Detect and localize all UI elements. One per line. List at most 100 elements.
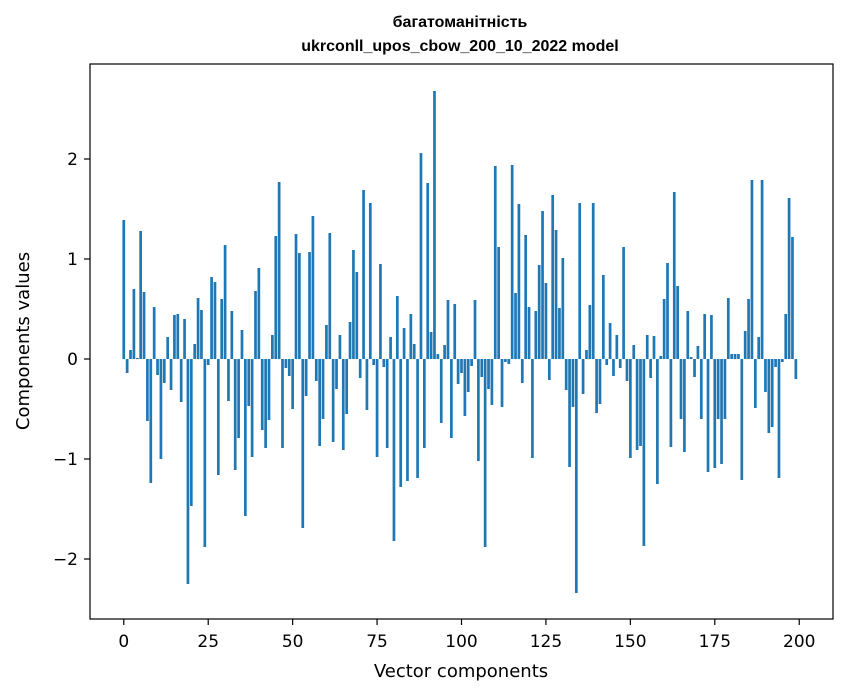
- bar-component-74: [372, 359, 376, 365]
- bar-component-131: [564, 359, 568, 390]
- bar-component-165: [679, 359, 683, 419]
- bar-component-96: [446, 300, 450, 359]
- bar-component-190: [764, 359, 767, 392]
- bar-component-63: [335, 359, 338, 389]
- bar-component-4: [135, 358, 139, 359]
- bar-component-117: [517, 204, 521, 359]
- bar-component-30: [223, 245, 227, 359]
- bar-component-110: [493, 166, 497, 359]
- bar-component-37: [247, 359, 251, 406]
- bar-component-157: [652, 336, 656, 359]
- bar-component-53: [301, 359, 305, 528]
- bar-component-2: [129, 350, 132, 359]
- bar-component-52: [298, 253, 301, 359]
- bar-component-111: [497, 247, 500, 359]
- bar-component-185: [747, 299, 750, 359]
- bar-component-162: [669, 359, 673, 447]
- bar-component-100: [460, 359, 463, 373]
- bar-component-155: [645, 335, 649, 359]
- bar-component-163: [672, 192, 676, 359]
- bar-component-66: [345, 359, 349, 414]
- x-tick-label: 75: [366, 632, 388, 652]
- bar-component-118: [520, 359, 524, 383]
- x-tick-label: 125: [530, 632, 562, 652]
- bar-component-195: [780, 359, 784, 362]
- bar-component-73: [368, 203, 372, 359]
- bar-component-109: [490, 359, 494, 405]
- x-tick-label: 200: [783, 632, 815, 652]
- y-tick-label: 2: [67, 150, 78, 170]
- chart-title: багатоманітність: [393, 14, 528, 31]
- bar-component-5: [139, 231, 143, 359]
- bar-component-148: [622, 247, 625, 359]
- bar-component-112: [500, 359, 504, 407]
- bar-component-65: [341, 359, 345, 450]
- bar-component-124: [541, 211, 544, 359]
- bar-component-62: [331, 359, 335, 442]
- bar-component-154: [642, 359, 646, 546]
- bar-component-166: [683, 359, 686, 452]
- x-axis-ticks: 0 25 50 75 100 125 150 175 200: [118, 619, 815, 652]
- y-axis-ticks: −2 −1 0 1 2: [53, 150, 90, 570]
- bar-component-27: [213, 282, 217, 359]
- bar-component-77: [382, 359, 386, 367]
- bar-component-196: [784, 314, 788, 359]
- bar-component-86: [412, 344, 416, 359]
- bar-component-181: [733, 354, 737, 359]
- x-tick-label: 175: [699, 632, 731, 652]
- bar-component-0: [122, 220, 126, 359]
- bar-component-40: [257, 268, 261, 359]
- y-tick-label: −2: [53, 550, 78, 570]
- bar-component-93: [436, 354, 440, 359]
- bar-component-199: [794, 359, 798, 379]
- y-axis-label: Components values: [13, 252, 34, 430]
- bar-component-13: [166, 337, 170, 359]
- bar-component-57: [314, 359, 318, 381]
- bar-component-138: [588, 305, 592, 359]
- bar-component-17: [179, 359, 183, 402]
- bar-component-115: [510, 165, 514, 359]
- bar-component-132: [568, 359, 571, 467]
- bar-component-146: [615, 335, 619, 359]
- bar-component-187: [753, 359, 757, 408]
- bar-component-129: [558, 308, 561, 359]
- bar-component-126: [547, 359, 551, 380]
- bar-component-14: [169, 359, 173, 390]
- bar-component-7: [146, 359, 149, 421]
- bar-component-42: [264, 359, 267, 448]
- bar-component-69: [355, 272, 359, 359]
- bar-component-136: [581, 359, 585, 394]
- bar-component-193: [774, 359, 777, 367]
- bar-component-16: [176, 314, 180, 359]
- bar-component-56: [311, 216, 315, 359]
- bar-component-128: [554, 230, 558, 359]
- bar-component-139: [591, 203, 595, 359]
- x-tick-label: 25: [197, 632, 219, 652]
- bar-component-43: [267, 359, 271, 420]
- bar-component-71: [362, 190, 365, 359]
- bar-component-89: [423, 359, 426, 448]
- bar-component-106: [480, 359, 484, 377]
- bar-component-85: [409, 314, 413, 359]
- x-axis-label: Vector components: [374, 661, 548, 682]
- bar-component-11: [159, 359, 163, 459]
- bar-component-123: [537, 265, 541, 359]
- bar-component-79: [389, 337, 392, 359]
- bar-component-28: [216, 359, 220, 475]
- bar-component-169: [693, 359, 696, 377]
- bar-component-137: [585, 350, 588, 359]
- bar-component-18: [183, 319, 186, 359]
- chart-subtitle: ukrconll_upos_cbow_200_10_2022 model: [301, 38, 618, 55]
- bar-component-113: [504, 359, 507, 362]
- bar-component-21: [193, 344, 197, 359]
- bar-component-88: [419, 153, 423, 359]
- bar-component-171: [699, 359, 703, 419]
- bar-component-173: [706, 359, 710, 472]
- bar-component-91: [429, 332, 433, 359]
- bar-component-61: [328, 233, 332, 359]
- bar-component-103: [470, 359, 473, 366]
- bar-component-134: [574, 359, 578, 593]
- bar-component-95: [443, 345, 446, 359]
- bar-component-94: [439, 359, 443, 423]
- bar-component-156: [649, 359, 652, 378]
